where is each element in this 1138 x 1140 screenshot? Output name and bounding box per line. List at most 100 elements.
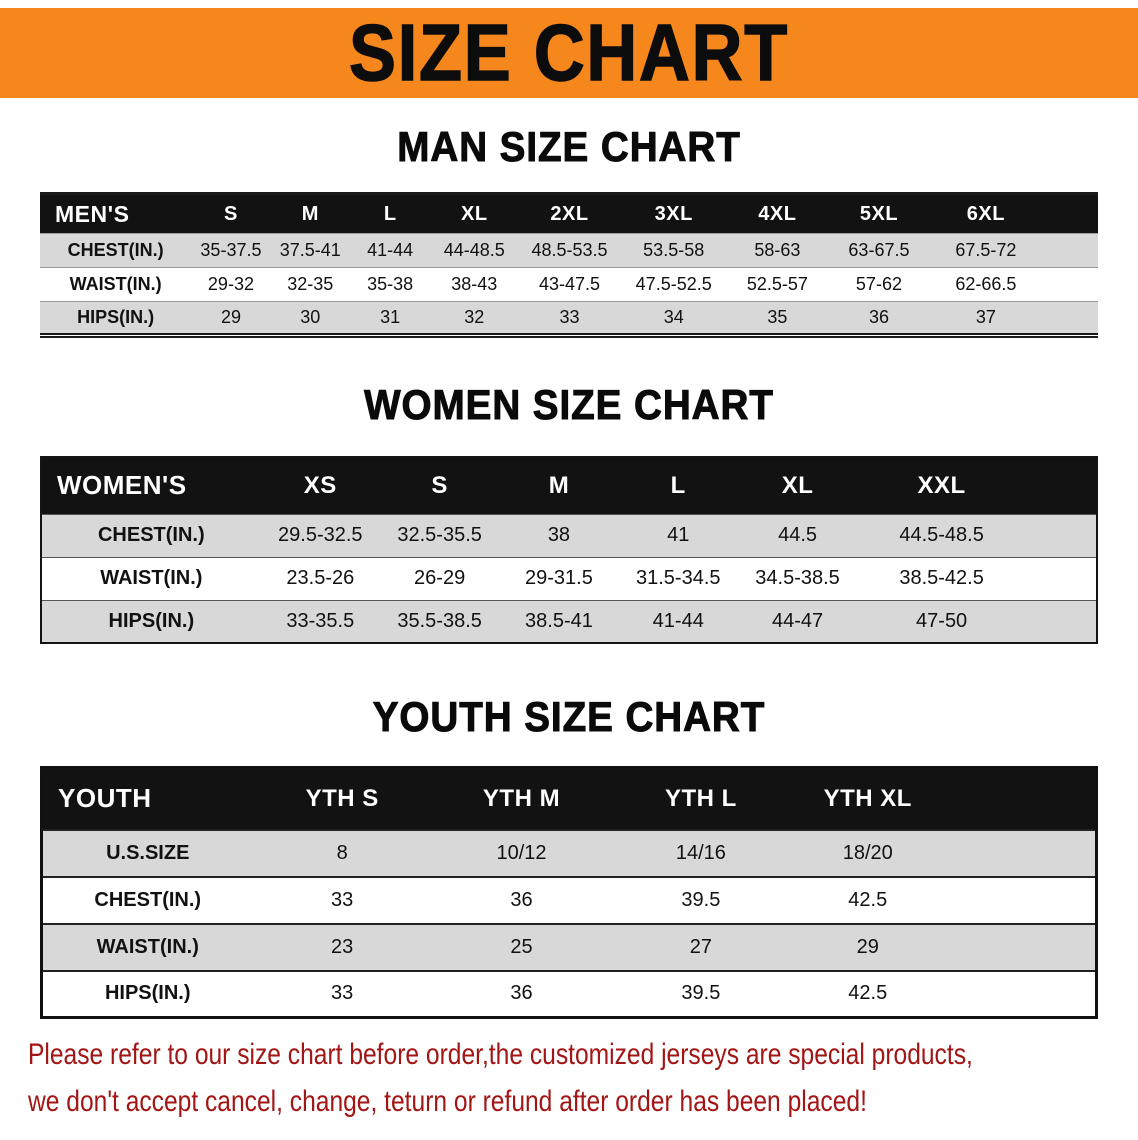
size-header-cell: 6XL xyxy=(929,193,1098,234)
table-head: YOUTH YTH S YTH M YTH L YTH XL xyxy=(41,767,1097,830)
disclaimer-line-1: Please refer to our size chart before or… xyxy=(28,1038,973,1071)
table-head: MEN'S S M L XL 2XL 3XL 4XL 5XL 6XL xyxy=(40,193,1098,234)
value-cell: 23 xyxy=(252,922,432,971)
value-cell: 10/12 xyxy=(431,828,612,877)
value-cell: 29 xyxy=(790,922,1097,971)
value-cell: 38.5-42.5 xyxy=(857,556,1097,600)
row-label-cell: CHEST(IN.) xyxy=(41,513,261,557)
value-cell: 8 xyxy=(252,828,432,877)
value-cell: 42.5 xyxy=(790,969,1097,1018)
table-title-cell: MEN'S xyxy=(40,193,192,234)
value-cell: 31.5-34.5 xyxy=(618,556,738,600)
table-row: CHEST(IN.) 33 36 39.5 42.5 xyxy=(41,875,1097,924)
value-cell: 35.5-38.5 xyxy=(379,599,500,643)
value-cell: 29 xyxy=(191,301,271,336)
value-cell: 44.5-48.5 xyxy=(857,513,1097,557)
size-header-cell: 5XL xyxy=(828,193,930,234)
value-cell: 32.5-35.5 xyxy=(379,513,500,557)
row-label-cell: HIPS(IN.) xyxy=(40,301,192,336)
value-cell: 29-32 xyxy=(191,267,271,302)
table-row: HIPS(IN.) 29 30 31 32 33 34 35 36 37 xyxy=(40,301,1098,336)
header-row: YOUTH YTH S YTH M YTH L YTH XL xyxy=(41,767,1097,830)
table-title-cell: YOUTH xyxy=(41,767,253,830)
value-cell: 41-44 xyxy=(618,599,738,643)
header-row: MEN'S S M L XL 2XL 3XL 4XL 5XL 6XL xyxy=(40,193,1098,234)
size-header-cell: 3XL xyxy=(620,193,727,234)
value-cell: 29.5-32.5 xyxy=(260,513,380,557)
table-head: WOMEN'S XS S M L XL XXL xyxy=(41,457,1097,514)
value-cell: 47-50 xyxy=(857,599,1097,643)
value-cell: 35-38 xyxy=(349,267,431,302)
value-cell: 35-37.5 xyxy=(191,233,271,268)
value-cell: 47.5-52.5 xyxy=(620,267,727,302)
value-cell: 42.5 xyxy=(790,875,1097,924)
value-cell: 44-48.5 xyxy=(430,233,519,268)
women-size-table-grid: WOMEN'S XS S M L XL XXL CHEST(IN.) 29.5-32.5 32.5… xyxy=(40,456,1098,644)
value-cell: 67.5-72 xyxy=(929,233,1098,268)
row-label-cell: HIPS(IN.) xyxy=(41,599,261,643)
row-label-cell: WAIST(IN.) xyxy=(40,267,192,302)
table-row: WAIST(IN.) 23.5-26 26-29 29-31.5 31.5-34.5 34… xyxy=(41,556,1097,600)
table-row: HIPS(IN.) 33 36 39.5 42.5 xyxy=(41,969,1097,1018)
table-row: WAIST(IN.) 29-32 32-35 35-38 38-43 43-47.5 47.… xyxy=(40,267,1098,302)
value-cell: 41-44 xyxy=(349,233,431,268)
disclaimer-line-2: we don't accept cancel, change, teturn o… xyxy=(28,1085,867,1118)
page-title: SIZE CHART xyxy=(348,8,789,97)
size-header-cell: YTH M xyxy=(431,767,612,830)
value-cell: 37.5-41 xyxy=(270,233,350,268)
table-row: CHEST(IN.) 35-37.5 37.5-41 41-44 44-48.5 48.5… xyxy=(40,233,1098,268)
value-cell: 33 xyxy=(252,969,432,1018)
value-cell: 14/16 xyxy=(611,828,791,877)
size-chart-page: SIZE CHART MAN SIZE CHART MEN'S S M L XL 2XL 3… xyxy=(0,8,1138,1125)
row-label-cell: CHEST(IN.) xyxy=(41,875,253,924)
value-cell: 39.5 xyxy=(611,969,791,1018)
value-cell: 38.5-41 xyxy=(499,599,619,643)
value-cell: 34 xyxy=(620,301,727,336)
youth-section: YOUTH SIZE CHART YOUTH YTH S YTH M YTH L YTH… xyxy=(0,692,1138,1019)
value-cell: 44-47 xyxy=(737,599,858,643)
value-cell: 44.5 xyxy=(737,513,858,557)
value-cell: 38 xyxy=(499,513,619,557)
table-body: CHEST(IN.) 29.5-32.5 32.5-35.5 38 41 44.5 44.5… xyxy=(41,513,1097,643)
size-header-cell: XS xyxy=(260,457,380,514)
size-header-cell: L xyxy=(349,193,431,234)
value-cell: 25 xyxy=(431,922,612,971)
women-size-table: WOMEN'S XS S M L XL XXL CHEST(IN.) 29.5-32.5 32.5… xyxy=(40,456,1098,644)
size-header-cell: M xyxy=(499,457,619,514)
size-header-cell: XL xyxy=(737,457,858,514)
size-header-cell: L xyxy=(618,457,738,514)
value-cell: 33 xyxy=(518,301,621,336)
size-header-cell: YTH XL xyxy=(790,767,1097,830)
value-cell: 33 xyxy=(252,875,432,924)
value-cell: 30 xyxy=(270,301,350,336)
value-cell: 26-29 xyxy=(379,556,500,600)
value-cell: 34.5-38.5 xyxy=(737,556,858,600)
row-label-cell: WAIST(IN.) xyxy=(41,556,261,600)
table-row: WAIST(IN.) 23 25 27 29 xyxy=(41,922,1097,971)
value-cell: 36 xyxy=(431,875,612,924)
value-cell: 35 xyxy=(726,301,829,336)
value-cell: 63-67.5 xyxy=(828,233,930,268)
value-cell: 37 xyxy=(929,301,1098,336)
row-label-cell: CHEST(IN.) xyxy=(40,233,192,268)
value-cell: 58-63 xyxy=(726,233,829,268)
size-header-cell: M xyxy=(270,193,350,234)
women-chart-heading: WOMEN SIZE CHART xyxy=(364,381,774,429)
table-row: U.S.SIZE 8 10/12 14/16 18/20 xyxy=(41,828,1097,877)
size-header-cell: S xyxy=(379,457,500,514)
youth-size-table-grid: YOUTH YTH S YTH M YTH L YTH XL U.S.SIZE 8 10/12… xyxy=(40,766,1098,1019)
value-cell: 62-66.5 xyxy=(929,267,1098,302)
men-size-table: MEN'S S M L XL 2XL 3XL 4XL 5XL 6XL CHEST(IN.) 35-37… xyxy=(40,192,1098,338)
youth-chart-heading: YOUTH SIZE CHART xyxy=(372,693,766,741)
value-cell: 36 xyxy=(431,969,612,1018)
size-header-cell: XL xyxy=(430,193,519,234)
table-row: CHEST(IN.) 29.5-32.5 32.5-35.5 38 41 44.5 44.5… xyxy=(41,513,1097,557)
size-header-cell: XXL xyxy=(857,457,1097,514)
men-chart-heading: MAN SIZE CHART xyxy=(397,123,741,171)
value-cell: 53.5-58 xyxy=(620,233,727,268)
value-cell: 48.5-53.5 xyxy=(518,233,621,268)
disclaimer: Please refer to our size chart before or… xyxy=(28,1031,1110,1125)
value-cell: 32-35 xyxy=(270,267,350,302)
table-row: HIPS(IN.) 33-35.5 35.5-38.5 38.5-41 41-44 44-… xyxy=(41,599,1097,643)
size-header-cell: YTH S xyxy=(252,767,432,830)
